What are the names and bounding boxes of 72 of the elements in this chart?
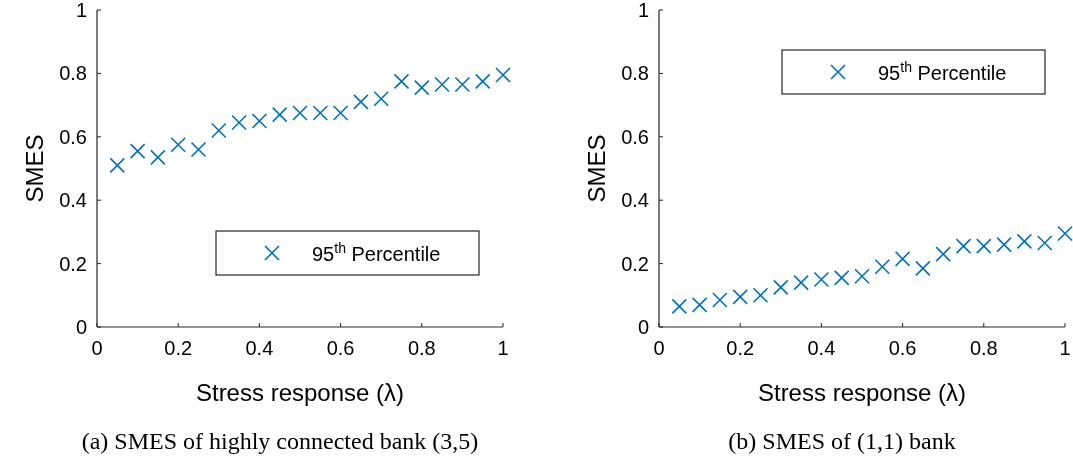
point [671,298,688,315]
x-tick-label: 0.8 [969,337,998,359]
point [813,271,830,288]
point [894,251,911,267]
point [393,73,410,90]
x-tick-label: 0.2 [726,337,755,359]
x-axis-title: Stress response (λ) [757,379,967,406]
x-tick-label: 0 [653,337,665,359]
point [353,94,369,110]
y-tick-label: 0.6 [59,125,87,148]
x-tick-label: 0 [91,337,103,359]
y-axis-title: SMES [583,134,610,203]
x-tick-label: 1 [1059,337,1071,359]
point [109,157,126,174]
point [1036,235,1053,251]
point [773,279,789,296]
x-tick-label: 0.4 [245,337,274,359]
x-tick-label: 0.4 [807,337,836,359]
point [793,274,809,291]
x-tick-label: 1 [497,337,509,359]
x-tick-label: 0.6 [326,337,355,359]
point [454,76,471,93]
x-tick-label: 0.8 [407,337,436,359]
point [935,246,951,262]
point [474,73,491,90]
text: (a) SMES of highly connected bank (3,5) [81,428,479,454]
y-tick-label: 0.6 [621,125,649,148]
legend-label: 95$^{th}$ Percentile [312,240,441,265]
point [1016,233,1033,250]
legend-label: 95$^{th}$ Percentile [878,59,1007,84]
point [332,105,349,121]
y-tick-label: 0.8 [59,62,87,85]
y-tick-label: 0.2 [621,252,649,275]
point [854,268,870,285]
point [251,113,268,129]
point [373,90,389,107]
x-tick-label: 0.6 [888,337,917,359]
point [271,106,288,123]
point [691,297,708,313]
y-tick-label: 0.4 [59,189,87,212]
point [414,79,430,96]
point [312,105,329,121]
y-tick-label: 1 [75,0,87,21]
point [129,143,146,159]
y-tick-label: 1 [637,0,649,21]
y-tick-label: 0 [637,316,649,338]
point [434,76,450,93]
point [915,260,931,277]
point [732,289,748,305]
point [955,238,972,254]
point [1057,225,1073,242]
y-tick-label: 0.2 [59,252,87,275]
point [292,105,308,121]
point [211,122,227,139]
y-tick-label: 0.8 [621,62,649,85]
x-tick-label: 0.2 [164,337,193,359]
point [976,238,992,254]
y-tick-label: 0 [75,316,87,338]
point [231,114,247,131]
text: (b) SMES of (1,1) bank [728,428,956,454]
point [712,292,728,308]
point [833,270,850,286]
point [874,258,891,275]
point [170,136,186,153]
point [150,149,166,166]
point [495,67,511,83]
y-axis-title: SMES [21,134,48,203]
point [190,141,207,158]
y-tick-label: 0.4 [621,189,649,212]
point [752,287,769,304]
x-axis-title: Stress response (λ) [195,379,405,406]
point [996,236,1012,253]
